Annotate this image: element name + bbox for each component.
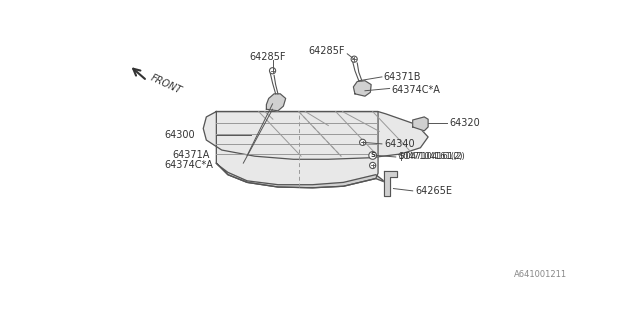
Text: 64340: 64340 [384,139,415,149]
Text: FRONT: FRONT [149,73,184,96]
Circle shape [351,56,357,62]
Polygon shape [216,163,386,188]
Text: 64371A: 64371A [172,150,210,160]
Text: S047104161(2): S047104161(2) [398,152,463,162]
Circle shape [360,139,365,145]
Polygon shape [216,112,378,188]
Polygon shape [204,112,428,159]
Circle shape [269,68,276,74]
Circle shape [369,162,376,169]
Polygon shape [413,117,428,131]
Text: A641001211: A641001211 [513,270,566,279]
Text: 64371B: 64371B [383,72,421,82]
Text: 64300: 64300 [164,130,195,140]
Text: 64285F: 64285F [250,52,286,62]
Circle shape [369,152,376,159]
Polygon shape [353,81,371,96]
Text: S: S [370,152,375,158]
Text: 64285F: 64285F [308,46,345,56]
Text: 64374C*A: 64374C*A [391,85,440,95]
Polygon shape [384,171,397,196]
Text: 64374C*A: 64374C*A [164,160,214,171]
Text: ѱ04710⁡4161(2): ѱ04710⁡4161(2) [398,152,465,162]
Polygon shape [266,94,285,111]
Text: 64320: 64320 [449,118,479,128]
Text: 64265E: 64265E [415,186,452,196]
